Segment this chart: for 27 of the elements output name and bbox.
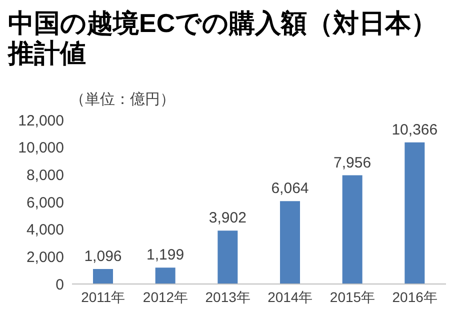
x-tick-label: 2014年: [268, 288, 313, 305]
bar: [93, 269, 113, 284]
y-tick-label: 0: [56, 276, 64, 294]
x-tick-label: 2013年: [205, 288, 250, 305]
x-tick-label: 2016年: [392, 288, 438, 305]
x-tick-label: 2012年: [142, 288, 188, 305]
y-tick-label: 12,000: [18, 112, 64, 130]
y-tick-label: 4,000: [26, 222, 64, 239]
y-tick-label: 2,000: [26, 248, 64, 266]
data-label: 10,366: [392, 121, 438, 138]
data-label: 3,902: [208, 210, 246, 227]
data-label: 1,199: [146, 246, 184, 264]
chart-title: 中国の越境ECでの購入額（対日本）推計値: [8, 8, 438, 70]
y-tick-label: 10,000: [18, 140, 64, 157]
bar: [155, 268, 176, 284]
data-label: 7,956: [334, 154, 372, 172]
data-label: 6,064: [271, 180, 309, 198]
bar: [218, 230, 238, 284]
y-tick-label: 8,000: [26, 166, 64, 184]
bar: [342, 175, 362, 284]
bar: [404, 142, 425, 284]
x-tick-label: 2015年: [330, 288, 376, 305]
bar: [280, 201, 300, 284]
text: （単位：億円）: [70, 90, 175, 109]
y-tick-label: 6,000: [26, 194, 64, 212]
data-label: 1,096: [84, 248, 122, 266]
x-tick-label: 2011年: [81, 288, 126, 305]
